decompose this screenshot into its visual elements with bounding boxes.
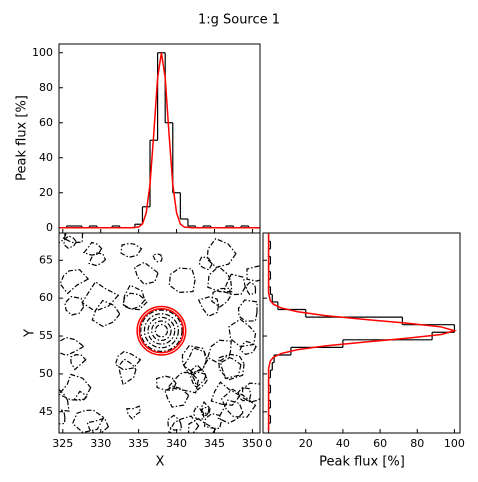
noise-contour	[120, 242, 143, 258]
x-axis-label: X	[156, 455, 165, 470]
x-tick-label: 330	[90, 437, 111, 450]
noise-contour	[122, 292, 149, 311]
x-tick-label: 80	[410, 437, 424, 450]
y-tick-label: 100	[32, 46, 53, 59]
x-tick-label: 60	[373, 437, 387, 450]
source-contour	[143, 313, 179, 349]
noise-contour	[126, 405, 141, 420]
noise-contour	[197, 296, 220, 317]
source-contour	[151, 320, 172, 342]
x-tick-label: 0	[265, 437, 272, 450]
noise-contour	[151, 253, 163, 263]
noise-contour	[218, 353, 245, 381]
y-tick-label: 60	[39, 116, 53, 129]
x-tick-label: 340	[166, 437, 187, 450]
noise-contour	[59, 336, 85, 357]
x-tick-label: 345	[204, 437, 225, 450]
noise-contour	[64, 295, 85, 316]
noise-contour	[203, 412, 222, 430]
noise-contour	[219, 355, 242, 380]
fit-line	[267, 233, 458, 431]
noise-contour	[211, 287, 231, 308]
noise-contour	[168, 415, 200, 433]
noise-contour	[155, 375, 177, 391]
x-tick-label: 335	[128, 437, 149, 450]
axes-frame	[262, 232, 461, 434]
y-tick-label: 60	[39, 291, 53, 304]
x-tick-label: 20	[299, 437, 313, 450]
x-axis-label: Peak flux [%]	[319, 455, 405, 470]
noise-contour	[133, 261, 159, 285]
chart-title: 1:g Source 1	[198, 13, 280, 28]
noise-contour	[88, 252, 107, 267]
noise-contour	[198, 255, 213, 271]
noise-contour	[91, 299, 121, 328]
contours	[59, 233, 260, 433]
noise-contour	[181, 345, 209, 375]
x-tick-label: 350	[242, 437, 263, 450]
noise-contour	[246, 265, 260, 282]
noise-contour	[189, 371, 208, 391]
noise-contour	[245, 281, 257, 296]
histogram	[59, 52, 260, 229]
y-tick-label: 65	[39, 253, 53, 266]
noise-contour	[187, 417, 217, 433]
y-axis-label: Peak flux [%]	[15, 95, 30, 181]
noise-contour	[86, 417, 110, 433]
y-tick-label: 80	[39, 81, 53, 94]
noise-contour	[70, 353, 87, 371]
noise-contour	[71, 409, 105, 433]
y-tick-label: 55	[39, 329, 53, 342]
noise-contour	[82, 241, 103, 256]
y-tick-label: 50	[39, 367, 53, 380]
noise-contour	[59, 269, 90, 295]
noise-contour	[200, 406, 210, 417]
noise-contour	[118, 358, 137, 386]
y-tick-label: 40	[39, 151, 53, 164]
noise-contour	[239, 340, 257, 355]
noise-contour	[81, 280, 120, 312]
y-tick-label: 0	[46, 221, 53, 234]
y-tick-label: 45	[39, 405, 53, 418]
noise-contour	[237, 386, 252, 402]
noise-contour	[164, 385, 190, 408]
fit-ellipse	[138, 307, 185, 354]
y-axis-label: Y	[23, 329, 38, 338]
source-contour	[154, 324, 169, 338]
noise-contour	[59, 373, 92, 401]
fit-ellipse	[136, 305, 187, 356]
noise-contour	[63, 235, 78, 250]
noise-contour	[242, 382, 260, 403]
noise-contour	[168, 267, 196, 294]
axes-frame	[58, 232, 261, 434]
noise-contour	[166, 371, 199, 394]
source-contour	[147, 316, 176, 345]
noise-contour	[223, 273, 246, 296]
noise-contour	[237, 299, 258, 322]
x-tick-label: 100	[444, 437, 465, 450]
noise-contour	[167, 414, 183, 431]
x-tick-label: 325	[52, 437, 73, 450]
noise-contour	[114, 350, 142, 371]
noise-contour	[193, 405, 205, 420]
noise-contour	[59, 388, 70, 412]
noise-contour	[62, 233, 84, 244]
noise-contour	[228, 318, 257, 348]
source-contour	[140, 309, 183, 352]
noise-contour	[59, 409, 66, 425]
axes-frame	[58, 43, 261, 234]
fit-line	[59, 52, 260, 229]
histogram	[267, 233, 458, 431]
noise-contour	[210, 381, 242, 406]
y-tick-label: 20	[39, 186, 53, 199]
noise-contour	[217, 399, 244, 424]
x-tick-label: 40	[336, 437, 350, 450]
noise-contour	[206, 237, 237, 269]
